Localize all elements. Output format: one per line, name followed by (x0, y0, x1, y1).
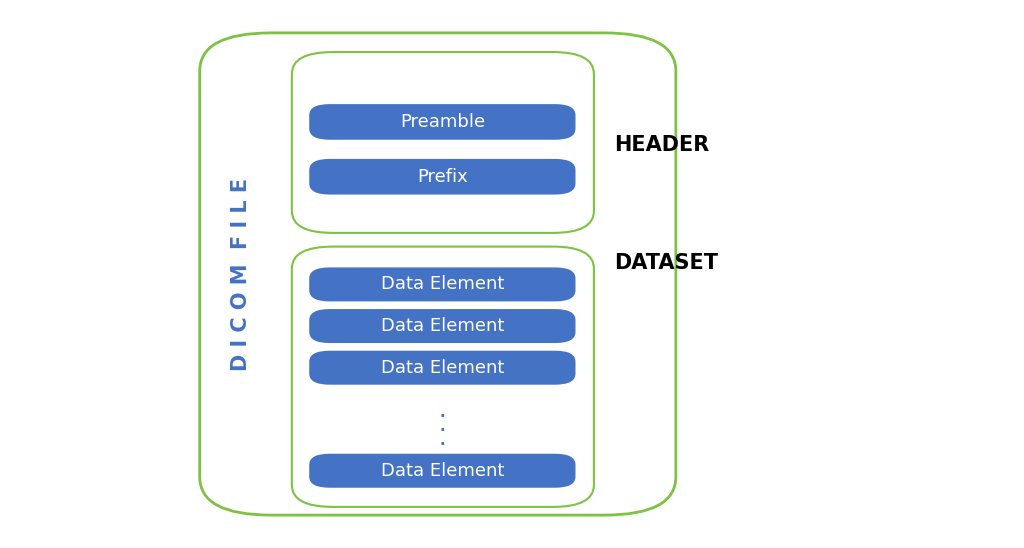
FancyBboxPatch shape (309, 351, 575, 385)
Text: Data Element: Data Element (381, 317, 504, 335)
FancyBboxPatch shape (309, 454, 575, 488)
Text: Data Element: Data Element (381, 359, 504, 376)
Text: Data Element: Data Element (381, 276, 504, 293)
FancyBboxPatch shape (309, 159, 575, 195)
FancyBboxPatch shape (292, 52, 594, 233)
Text: HEADER: HEADER (614, 135, 710, 155)
Text: Data Element: Data Element (381, 462, 504, 480)
FancyBboxPatch shape (309, 267, 575, 301)
FancyBboxPatch shape (309, 104, 575, 140)
Text: Prefix: Prefix (417, 168, 468, 186)
Text: .: . (439, 405, 445, 420)
Text: D I C O M  F I L E: D I C O M F I L E (230, 178, 251, 370)
Text: .: . (439, 432, 445, 448)
Text: Preamble: Preamble (399, 113, 485, 131)
Text: DATASET: DATASET (614, 253, 719, 273)
FancyBboxPatch shape (200, 33, 676, 515)
FancyBboxPatch shape (292, 247, 594, 507)
Text: .: . (439, 419, 445, 434)
FancyBboxPatch shape (309, 309, 575, 343)
